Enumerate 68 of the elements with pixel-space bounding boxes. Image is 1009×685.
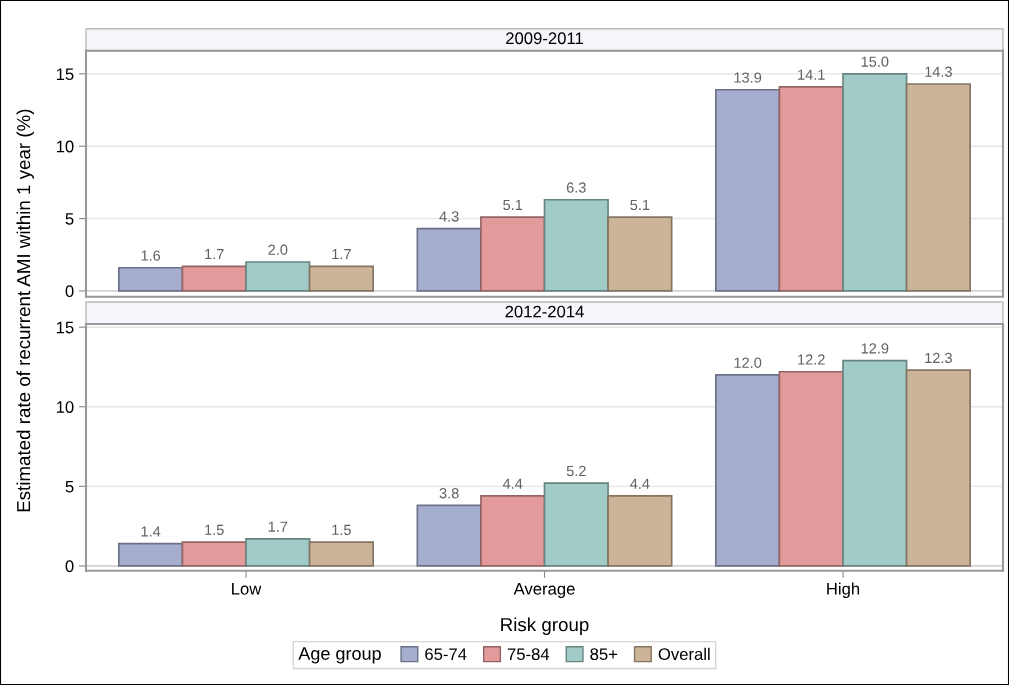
- data-label: 5.1: [630, 199, 650, 211]
- x-tick-label: High: [827, 582, 860, 599]
- chart-title: 2012-2014: [505, 305, 584, 318]
- x-tick-label: Average: [513, 583, 575, 599]
- bar: [245, 538, 311, 567]
- bar: [543, 482, 609, 567]
- data-label: 1.6: [141, 250, 161, 261]
- data-label: 13.9: [734, 72, 762, 83]
- bar: [245, 261, 311, 292]
- legend-label: Overall: [658, 647, 710, 661]
- data-label: 12.3: [925, 352, 952, 364]
- data-label: 4.4: [502, 478, 523, 489]
- data-label: 2.0: [268, 244, 288, 255]
- legend-label: 75-84: [507, 648, 550, 661]
- y-tick-label: 10: [56, 401, 74, 413]
- bar: [118, 542, 184, 567]
- bar: [778, 86, 844, 292]
- data-label: 5.2: [566, 465, 586, 477]
- y-tick-label: 0: [65, 560, 74, 573]
- y-tick-label: 10: [56, 140, 74, 153]
- x-axis-title: Risk group: [501, 617, 589, 635]
- y-tick-label: 15: [56, 321, 74, 334]
- x-tick-label: Low: [232, 583, 262, 595]
- data-label: 4.4: [630, 478, 650, 489]
- chart-title: 2009-2011: [506, 32, 583, 45]
- data-label: 1.7: [332, 249, 351, 260]
- bar: [607, 216, 673, 292]
- bar: [416, 227, 482, 292]
- y-tick-label: 15: [56, 68, 74, 81]
- data-label: 4.3: [439, 211, 459, 222]
- y-axis-title: Estimated rate of recurrent AMI within 1 year (%): [16, 109, 34, 512]
- bar: [543, 198, 609, 292]
- data-label: 1.7: [268, 521, 288, 532]
- data-label: 1.7: [205, 249, 224, 260]
- bar: [778, 370, 844, 567]
- bar: [308, 541, 374, 567]
- bar: [905, 83, 971, 292]
- data-label: 12.0: [734, 357, 762, 368]
- data-label: 1.4: [141, 526, 161, 537]
- bar: [181, 541, 247, 567]
- data-label: 15.0: [861, 56, 889, 67]
- bar: [480, 495, 546, 567]
- data-label: 5.1: [503, 199, 523, 211]
- y-tick-label: 0: [65, 285, 74, 298]
- bar: [308, 265, 374, 292]
- bar: [480, 216, 546, 292]
- data-label: 3.8: [439, 488, 459, 499]
- legend-label: 65-74: [425, 648, 467, 661]
- bar: [842, 359, 908, 567]
- data-label: 1.5: [332, 524, 351, 535]
- bar: [607, 495, 673, 567]
- data-label: 14.1: [798, 69, 825, 80]
- bar: [715, 88, 781, 292]
- bar: [118, 266, 184, 292]
- bar: [181, 265, 247, 292]
- data-label: 12.2: [798, 354, 825, 365]
- data-label: 14.3: [925, 66, 952, 77]
- y-tick-label: 5: [65, 213, 74, 225]
- bar: [842, 73, 908, 292]
- bar: [416, 504, 482, 567]
- bar: [715, 374, 781, 567]
- y-tick-label: 5: [65, 480, 74, 493]
- bar: [905, 369, 971, 567]
- legend-title: Age group: [298, 647, 381, 664]
- data-label: 1.5: [205, 524, 224, 535]
- data-label: 12.9: [861, 343, 889, 354]
- legend-label: 85+: [590, 648, 618, 661]
- data-label: 6.3: [566, 182, 586, 193]
